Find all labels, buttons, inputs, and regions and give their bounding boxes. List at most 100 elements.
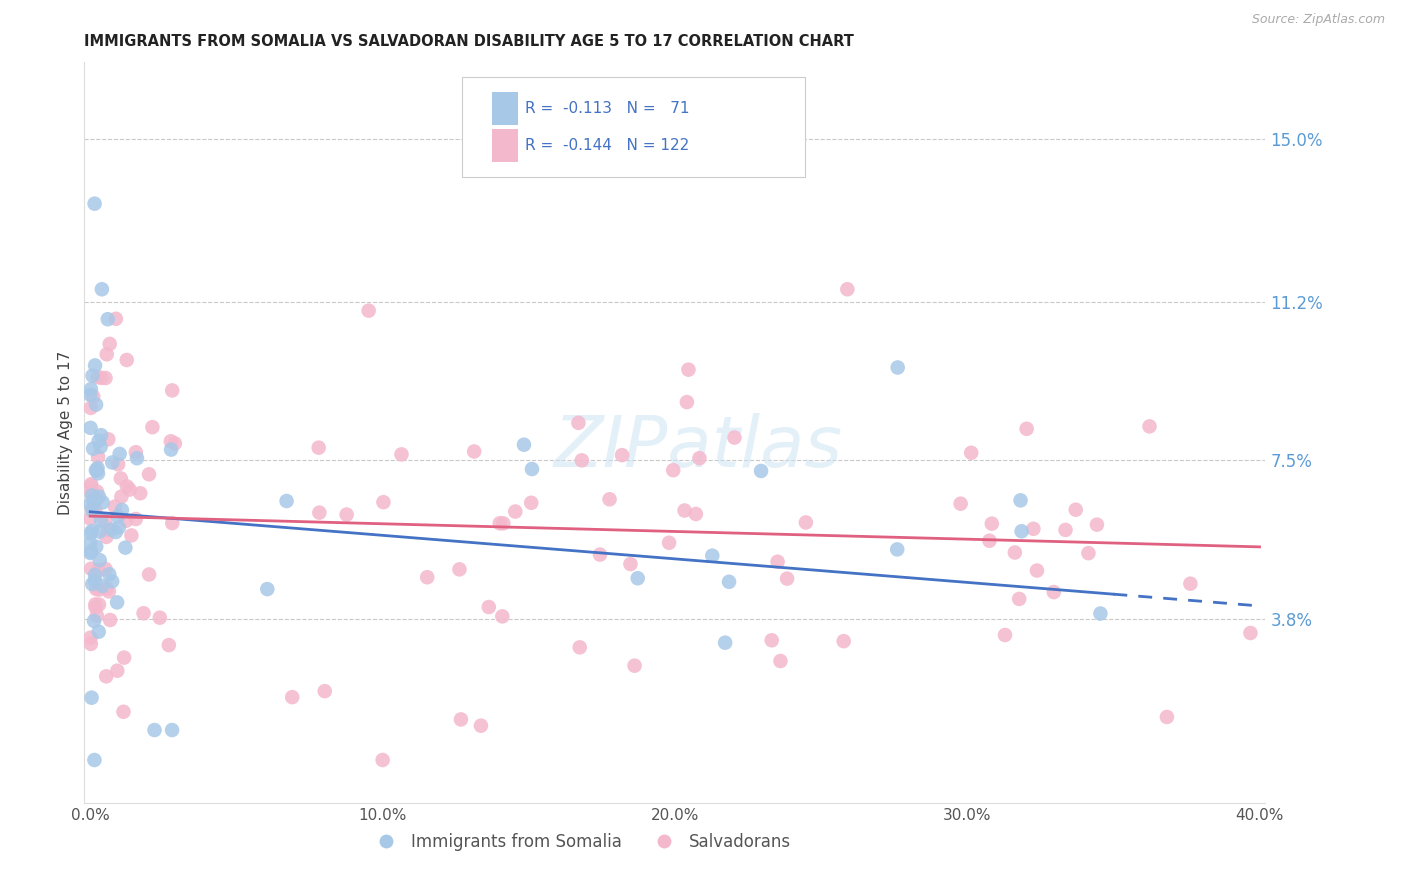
Point (115, 479, 138, 493)
Point (79, 526, 101, 541)
Point (159, 434, 181, 449)
Point (1004, 545, 1026, 559)
Point (160, 384, 183, 398)
Point (619, 557, 641, 571)
Point (80, 382, 103, 396)
Point (79, 546, 101, 560)
Point (84, 503, 107, 517)
Point (90, 428, 112, 442)
Point (115, 514, 138, 528)
Point (1156, 710, 1178, 724)
Point (84, 600, 107, 615)
Point (658, 535, 681, 549)
Point (1008, 591, 1031, 606)
Point (111, 503, 134, 517)
Point (97, 312, 120, 326)
Point (101, 455, 124, 469)
Point (90, 371, 112, 385)
Point (718, 574, 741, 589)
Point (80, 484, 103, 499)
Point (685, 507, 707, 521)
Point (110, 490, 132, 504)
Point (281, 690, 304, 705)
Point (83, 753, 105, 767)
Point (87, 370, 110, 384)
Point (371, 753, 394, 767)
Point (256, 582, 278, 596)
Point (84, 567, 107, 582)
Point (80, 479, 103, 493)
Point (112, 705, 135, 719)
Point (589, 548, 612, 562)
Point (91, 579, 114, 593)
Point (599, 492, 621, 507)
Point (886, 360, 908, 375)
Point (886, 542, 908, 557)
Point (79, 421, 101, 435)
Point (832, 634, 855, 648)
Point (87, 450, 110, 464)
Point (98, 567, 121, 582)
Point (104, 500, 127, 514)
Legend: Immigrants from Somalia, Salvadorans: Immigrants from Somalia, Salvadorans (363, 826, 797, 857)
Point (1054, 523, 1077, 537)
Point (84, 540, 107, 554)
Point (488, 516, 510, 531)
Point (79, 536, 101, 550)
Point (86, 608, 108, 623)
Point (980, 516, 1002, 531)
Point (463, 444, 485, 458)
Point (118, 483, 141, 497)
Point (84, 398, 107, 412)
Point (105, 595, 128, 609)
Point (100, 523, 122, 537)
Point (1180, 576, 1202, 591)
Point (83, 494, 105, 508)
Point (1077, 546, 1099, 560)
Point (86, 463, 108, 477)
Point (125, 445, 148, 459)
Point (83, 574, 105, 588)
Point (112, 650, 135, 665)
Point (571, 453, 593, 467)
Point (80, 477, 103, 491)
Point (676, 395, 699, 409)
Point (97, 523, 120, 537)
Point (373, 495, 395, 509)
Point (80, 637, 103, 651)
Point (505, 504, 527, 518)
Point (82, 577, 104, 591)
Point (125, 451, 148, 466)
Point (129, 486, 152, 500)
Point (104, 524, 127, 539)
Point (107, 458, 129, 472)
Point (79, 497, 101, 511)
Point (794, 516, 817, 530)
Point (1015, 422, 1038, 436)
Point (86, 484, 108, 499)
Point (994, 628, 1017, 642)
Point (79, 511, 101, 525)
Point (91, 495, 114, 509)
Point (1022, 522, 1045, 536)
Point (84, 492, 107, 507)
Point (104, 311, 127, 326)
Point (513, 438, 536, 452)
Point (623, 658, 645, 673)
Point (766, 555, 789, 569)
Point (114, 541, 136, 555)
Point (120, 528, 142, 542)
Point (96, 530, 118, 544)
Point (90, 514, 112, 528)
Point (90, 440, 112, 454)
Point (80, 690, 103, 705)
Point (673, 503, 696, 517)
FancyBboxPatch shape (492, 129, 517, 162)
Point (308, 441, 330, 455)
Point (101, 574, 124, 589)
Point (87, 598, 110, 612)
Point (87, 624, 110, 639)
Point (87, 434, 110, 448)
Point (110, 471, 132, 485)
Point (769, 654, 792, 668)
